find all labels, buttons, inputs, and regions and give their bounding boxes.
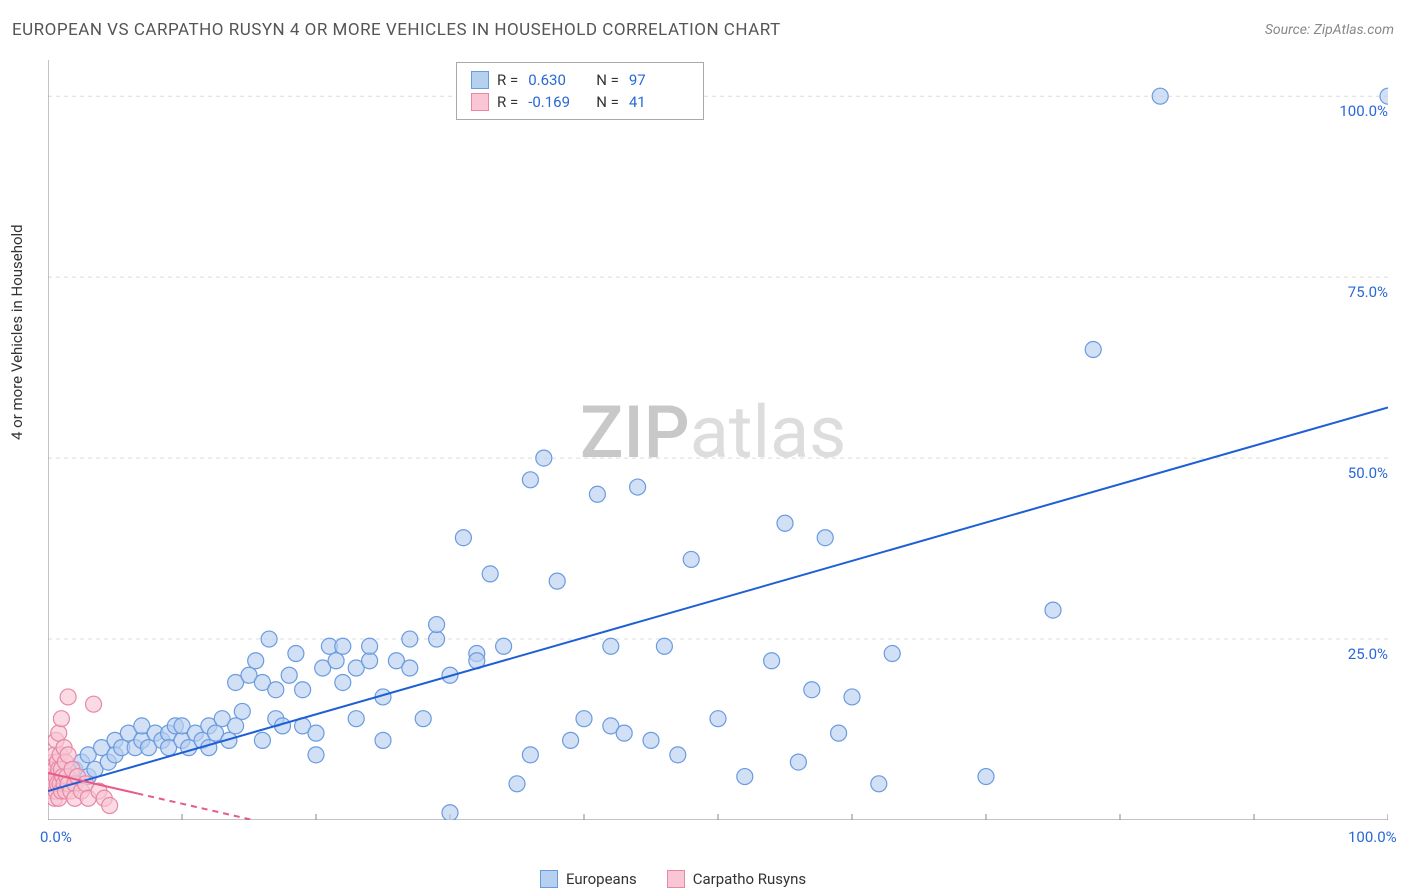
legend-item-carpatho: Carpatho Rusyns	[667, 870, 806, 888]
n-label: N =	[596, 71, 619, 89]
y-tick-label: 100.0%	[1339, 102, 1388, 120]
y-axis-label: 4 or more Vehicles in Household	[8, 224, 26, 440]
legend-swatch-icon	[667, 870, 685, 888]
x-tick-label: 100.0%	[1348, 828, 1397, 846]
n-value: 41	[629, 93, 689, 111]
legend-swatch-icon	[540, 870, 558, 888]
legend-label: Europeans	[566, 870, 637, 888]
source-attribution: Source: ZipAtlas.com	[1265, 22, 1394, 38]
n-value: 97	[629, 71, 689, 89]
scatter-chart	[48, 60, 1388, 820]
legend-label: Carpatho Rusyns	[693, 870, 806, 888]
chart-title: EUROPEAN VS CARPATHO RUSYN 4 OR MORE VEH…	[12, 20, 781, 40]
chart-area	[48, 60, 1388, 820]
r-label: R =	[497, 93, 518, 111]
legend-item-europeans: Europeans	[540, 870, 637, 888]
x-tick-label: 0.0%	[40, 828, 72, 846]
legend-swatch-icon	[471, 71, 489, 89]
y-tick-label: 75.0%	[1348, 283, 1388, 301]
correlation-legend: R = 0.630 N = 97 R = -0.169 N = 41	[456, 62, 704, 120]
series-legend: Europeans Carpatho Rusyns	[540, 870, 806, 888]
correlation-row-europeans: R = 0.630 N = 97	[471, 69, 689, 91]
r-label: R =	[497, 71, 518, 89]
y-tick-label: 25.0%	[1348, 645, 1388, 663]
n-label: N =	[596, 93, 619, 111]
correlation-row-carpatho: R = -0.169 N = 41	[471, 91, 689, 113]
legend-swatch-icon	[471, 93, 489, 111]
r-value: 0.630	[528, 71, 588, 89]
r-value: -0.169	[528, 93, 588, 111]
y-tick-label: 50.0%	[1348, 464, 1388, 482]
